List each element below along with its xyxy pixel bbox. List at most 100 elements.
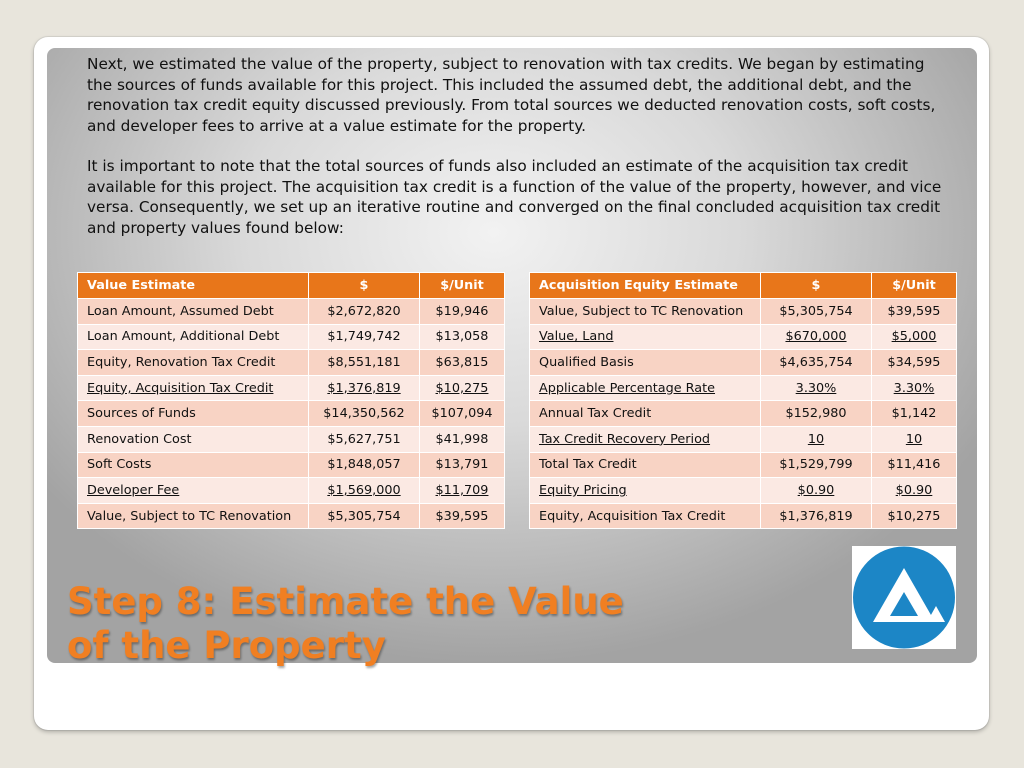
row-amount-cell-text: $14,350,562 (323, 406, 405, 422)
table-header-row: Acquisition Equity Estimate $ $/Unit (529, 272, 957, 299)
table-row: Qualified Basis $4,635,754 $34,595 (529, 349, 957, 376)
row-amount-cell: $152,980 (760, 400, 872, 427)
row-amount-cell-text: $0.90 (797, 482, 835, 498)
table-row: Soft Costs $1,848,057 $13,791 (77, 451, 505, 479)
row-label-cell: Loan Amount, Assumed Debt (77, 298, 309, 325)
row-amount-cell-text: $5,305,754 (779, 303, 853, 319)
row-per-unit-cell-text: $107,094 (431, 406, 493, 422)
row-per-unit-cell: $13,058 (419, 323, 505, 351)
row-per-unit-cell: $107,094 (419, 400, 505, 427)
table-row: Equity, Acquisition Tax Credit $1,376,819… (77, 374, 505, 402)
intro-text: Next, we estimated the value of the prop… (87, 54, 947, 238)
row-label-cell-text: Renovation Cost (87, 431, 192, 447)
table-row: Value, Subject to TC Renovation $5,305,75… (77, 502, 505, 530)
row-per-unit-cell: $19,946 (419, 298, 505, 325)
row-per-unit-cell: $10,275 (419, 374, 505, 402)
row-per-unit-cell-text: $10,275 (887, 508, 941, 524)
column-header-label: Acquisition Equity Estimate (529, 272, 761, 299)
row-label-cell-text: Value, Land (539, 329, 614, 345)
row-amount-cell: $5,305,754 (308, 502, 420, 530)
row-per-unit-cell: $34,595 (871, 349, 957, 376)
row-per-unit-cell-text: 10 (905, 431, 923, 447)
row-amount-cell-text: $2,672,820 (327, 303, 401, 319)
row-amount-cell-text: $152,980 (785, 406, 847, 422)
row-label-cell-text: Loan Amount, Assumed Debt (87, 303, 274, 319)
row-per-unit-cell: $5,000 (871, 323, 957, 351)
row-label-cell: Total Tax Credit (529, 451, 761, 479)
row-amount-cell-text: $1,848,057 (327, 457, 401, 473)
row-label-cell-text: Total Tax Credit (539, 457, 637, 473)
slide-title-line-2: of the Property (67, 624, 386, 667)
row-amount-cell: $1,848,057 (308, 451, 420, 479)
row-per-unit-cell-text: $19,946 (435, 303, 489, 319)
row-label-cell: Equity, Acquisition Tax Credit (529, 502, 761, 530)
table-row: Loan Amount, Assumed Debt $2,672,820 $19,9… (77, 298, 505, 325)
row-amount-cell-text: $1,569,000 (327, 482, 401, 498)
row-label-cell: Value, Subject to TC Renovation (529, 298, 761, 325)
row-amount-cell-text: $1,376,819 (327, 380, 401, 396)
row-label-cell-text: Tax Credit Recovery Period (539, 431, 711, 447)
row-label-cell: Developer Fee (77, 477, 309, 504)
row-label-cell-text: Developer Fee (87, 482, 180, 498)
row-amount-cell: $8,551,181 (308, 349, 420, 376)
row-label-cell: Equity, Acquisition Tax Credit (77, 374, 309, 402)
row-amount-cell: $14,350,562 (308, 400, 420, 427)
row-per-unit-cell: $39,595 (871, 298, 957, 325)
row-per-unit-cell-text: $34,595 (887, 354, 941, 370)
value-estimate-table: Value Estimate $ $/Unit Loan Amount, Ass… (77, 272, 505, 530)
row-per-unit-cell: 10 (871, 425, 957, 453)
row-label-cell: Soft Costs (77, 451, 309, 479)
row-label-cell-text: Loan Amount, Additional Debt (87, 329, 280, 345)
column-header-amount: $ (308, 272, 420, 299)
row-per-unit-cell: $11,416 (871, 451, 957, 479)
table-row: Tax Credit Recovery Period 10 10 (529, 425, 957, 453)
row-label-cell: Renovation Cost (77, 425, 309, 453)
slide-title-line-1: Step 8: Estimate the Value (67, 580, 624, 623)
row-label-cell: Qualified Basis (529, 349, 761, 376)
table-row: Sources of Funds $14,350,562 $107,094 (77, 400, 505, 427)
row-amount-cell-text: $5,305,754 (327, 508, 401, 524)
row-label-cell: Loan Amount, Additional Debt (77, 323, 309, 351)
row-per-unit-cell-text: $5,000 (891, 329, 937, 345)
row-per-unit-cell: $63,815 (419, 349, 505, 376)
row-label-cell: Equity, Renovation Tax Credit (77, 349, 309, 376)
table-row: Renovation Cost $5,627,751 $41,998 (77, 425, 505, 453)
row-amount-cell: $5,305,754 (760, 298, 872, 325)
row-label-cell-text: Equity Pricing (539, 482, 627, 498)
row-amount-cell-text: $670,000 (785, 329, 847, 345)
triangle-logo-icon (853, 546, 955, 649)
equity-table-body: Value, Subject to TC Renovation $5,305,75… (529, 298, 957, 530)
row-amount-cell-text: $8,551,181 (327, 354, 401, 370)
row-per-unit-cell: $11,709 (419, 477, 505, 504)
acquisition-equity-table: Acquisition Equity Estimate $ $/Unit Val… (529, 272, 957, 530)
row-label-cell-text: Value, Subject to TC Renovation (539, 303, 744, 319)
table-row: Developer Fee $1,569,000 $11,709 (77, 477, 505, 504)
row-amount-cell: $1,529,799 (760, 451, 872, 479)
column-header-per-unit: $/Unit (871, 272, 957, 299)
row-label-cell-text: Equity, Acquisition Tax Credit (87, 380, 274, 396)
table-row: Value, Land $670,000 $5,000 (529, 323, 957, 351)
value-table-body: Loan Amount, Assumed Debt $2,672,820 $19,9… (77, 298, 505, 530)
column-header-amount: $ (760, 272, 872, 299)
table-row: Applicable Percentage Rate 3.30% 3.30% (529, 374, 957, 402)
row-label-cell-text: Equity, Renovation Tax Credit (87, 354, 276, 370)
row-amount-cell-text: $1,529,799 (779, 457, 853, 473)
row-amount-cell: $5,627,751 (308, 425, 420, 453)
row-label-cell-text: Equity, Acquisition Tax Credit (539, 508, 726, 524)
row-amount-cell: $1,569,000 (308, 477, 420, 504)
row-label-cell: Tax Credit Recovery Period (529, 425, 761, 453)
row-amount-cell: 3.30% (760, 374, 872, 402)
row-label-cell-text: Qualified Basis (539, 354, 634, 370)
intro-paragraph-2: It is important to note that the total s… (87, 157, 942, 237)
row-label-cell: Annual Tax Credit (529, 400, 761, 427)
table-row: Total Tax Credit $1,529,799 $11,416 (529, 451, 957, 479)
row-amount-cell-text: $1,376,819 (779, 508, 853, 524)
row-per-unit-cell: 3.30% (871, 374, 957, 402)
row-per-unit-cell-text: $10,275 (435, 380, 489, 396)
table-row: Equity, Renovation Tax Credit $8,551,181 $… (77, 349, 505, 376)
row-per-unit-cell-text: $11,709 (435, 482, 489, 498)
row-amount-cell-text: 10 (807, 431, 825, 447)
row-per-unit-cell-text: $39,595 (435, 508, 489, 524)
table-row: Equity Pricing $0.90 $0.90 (529, 477, 957, 504)
row-label-cell: Sources of Funds (77, 400, 309, 427)
